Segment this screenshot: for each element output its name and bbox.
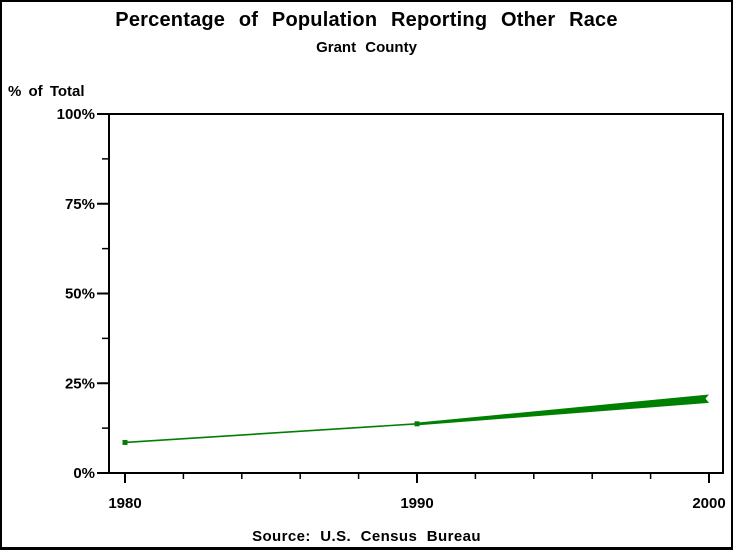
x-tick-label: 1980 xyxy=(108,495,141,512)
y-tick-label: 100% xyxy=(57,106,95,123)
chart-subtitle: Grant County xyxy=(316,39,417,56)
x-axis: 1980 1990 2000 xyxy=(108,473,726,512)
y-tick-label: 25% xyxy=(65,375,95,392)
data-point-marker xyxy=(414,421,420,427)
x-tick-label: 1990 xyxy=(400,495,433,512)
data-point-marker xyxy=(122,439,128,445)
source-footnote: Source: U.S. Census Bureau xyxy=(252,528,481,545)
y-axis-title: % of Total xyxy=(8,83,85,100)
series-segment-thin xyxy=(124,423,418,444)
series xyxy=(122,394,709,445)
x-tick-label: 2000 xyxy=(692,495,725,512)
y-axis: 0% 25% 50% 75% 100% xyxy=(57,106,109,482)
y-tick-label: 50% xyxy=(65,286,95,303)
chart-title: Percentage of Population Reporting Other… xyxy=(115,9,618,31)
series-segment-tapered xyxy=(417,394,709,426)
y-tick-label: 0% xyxy=(73,465,95,482)
plot-frame xyxy=(108,113,724,474)
y-tick-label: 75% xyxy=(65,196,95,213)
